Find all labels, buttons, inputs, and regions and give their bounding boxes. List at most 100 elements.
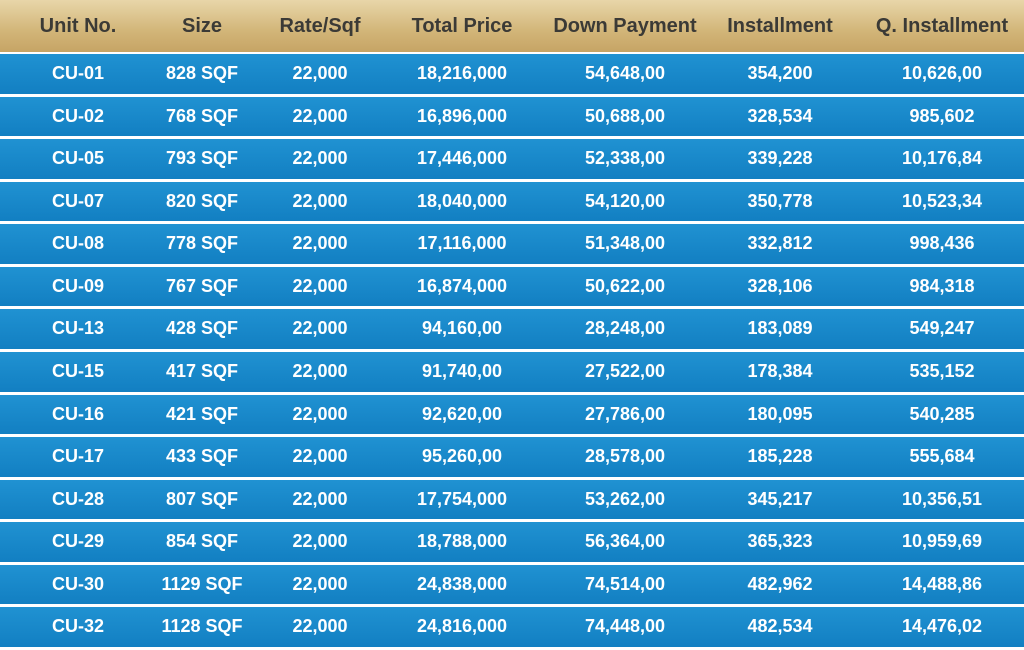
- table-cell: 22,000: [292, 531, 348, 552]
- table-cell: 74,514,00: [584, 573, 666, 594]
- table-cell: 22,000: [292, 63, 348, 83]
- table-cell: CU-01: [51, 63, 104, 83]
- table-cell: 92,620,00: [421, 403, 503, 424]
- table-cell: CU-28: [51, 488, 104, 509]
- table-cell: 94,160,00: [421, 318, 503, 339]
- table-cell: 27,522,00: [584, 361, 666, 381]
- table-row: CU-07 820 SQF 22,000 18,040,000 54,120,00 350…: [0, 181, 1024, 222]
- table-cell: 350,778: [747, 190, 813, 211]
- table-cell: 482,962: [747, 573, 813, 594]
- table-row: CU-16 421 SQF 22,000 92,620,00 27,786,00 180,…: [0, 394, 1024, 435]
- table-cell: 10,959,69: [901, 531, 983, 552]
- table-cell: CU-29: [51, 531, 104, 552]
- table-cell: 549,247: [909, 318, 975, 339]
- header-cell: Down Payment: [553, 15, 697, 37]
- table-cell: 345,217: [747, 488, 813, 509]
- table-cell: 328,106: [747, 275, 813, 296]
- table-cell: 1129 SQF: [161, 573, 243, 594]
- table-row: CU-09 767 SQF 22,000 16,874,000 50,622,00 328…: [0, 266, 1024, 307]
- table-cell: 180,095: [747, 403, 813, 424]
- table-cell: 18,040,000: [416, 190, 508, 211]
- table-cell: CU-09: [51, 275, 104, 296]
- table-cell: CU-07: [51, 190, 104, 211]
- table-cell: 328,534: [747, 105, 813, 126]
- table-row: CU-08 778 SQF 22,000 17,116,000 51,348,00 332…: [0, 224, 1024, 264]
- table-cell: 10,626,00: [901, 63, 983, 83]
- table-cell: 778 SQF: [165, 233, 239, 254]
- table-cell: CU-30: [51, 573, 104, 594]
- table-cell: 95,260,00: [421, 446, 503, 467]
- header-cell: Unit No.: [39, 15, 117, 37]
- table-cell: 53,262,00: [584, 488, 666, 509]
- table-cell: 421 SQF: [165, 403, 239, 424]
- table-cell: CU-13: [51, 318, 104, 339]
- table-cell: 354,200: [747, 63, 813, 83]
- header-cell: Size: [181, 15, 223, 37]
- header-cell: Installment: [727, 15, 833, 37]
- table-cell: 91,740,00: [421, 361, 503, 381]
- table-cell: 74,448,00: [584, 616, 666, 637]
- header-cell: Q. Installment: [875, 15, 1009, 37]
- table-cell: 28,578,00: [584, 446, 666, 467]
- table-cell: 50,688,00: [584, 105, 666, 126]
- table-cell: 339,228: [747, 148, 813, 169]
- table-cell: 985,602: [909, 105, 975, 126]
- table-cell: 10,356,51: [901, 488, 983, 509]
- table-cell: 22,000: [292, 275, 348, 296]
- table-cell: 998,436: [909, 233, 975, 254]
- table-cell: 18,788,000: [416, 531, 508, 552]
- table-cell: CU-16: [51, 403, 104, 424]
- header-row: Unit No. Size Rate/Sqf Total Price Down Paym…: [0, 0, 1024, 52]
- table-cell: 17,116,000: [417, 233, 507, 254]
- table-cell: 22,000: [292, 488, 348, 509]
- table-cell: 332,812: [747, 233, 813, 254]
- table-cell: 183,089: [747, 318, 813, 339]
- table-cell: 17,754,000: [416, 488, 508, 509]
- table-cell: 22,000: [292, 190, 348, 211]
- table-cell: 1128 SQF: [161, 616, 243, 637]
- table-cell: 178,384: [747, 361, 813, 381]
- table-cell: 767 SQF: [165, 275, 239, 296]
- table-cell: CU-02: [51, 105, 104, 126]
- table-cell: 17,446,000: [416, 148, 508, 169]
- table-cell: 22,000: [292, 361, 348, 381]
- table-cell: 984,318: [909, 275, 975, 296]
- table-cell: 54,120,00: [584, 190, 666, 211]
- table-cell: 22,000: [292, 233, 348, 254]
- table-cell: 52,338,00: [584, 148, 666, 169]
- table-row: CU-17 433 SQF 22,000 95,260,00 28,578,00 185,…: [0, 437, 1024, 477]
- table-row: CU-15 417 SQF 22,000 91,740,00 27,522,00 178,…: [0, 352, 1024, 392]
- table-cell: 14,488,86: [901, 573, 983, 594]
- table-cell: 22,000: [292, 573, 348, 594]
- table-cell: 854 SQF: [165, 531, 239, 552]
- table-cell: 185,228: [747, 446, 813, 467]
- table-cell: 22,000: [292, 616, 348, 637]
- table-cell: 365,323: [747, 531, 813, 552]
- table-cell: 433 SQF: [165, 446, 239, 467]
- table-row: CU-32 1128 SQF 22,000 24,816,000 74,448,00 48…: [0, 607, 1024, 647]
- table-cell: 828 SQF: [165, 63, 239, 83]
- table-cell: 56,364,00: [584, 531, 666, 552]
- table-cell: 417 SQF: [165, 361, 239, 381]
- table-cell: 16,874,000: [416, 275, 508, 296]
- table-cell: CU-32: [51, 616, 104, 637]
- table-cell: CU-05: [51, 148, 104, 169]
- table-cell: 10,523,34: [901, 190, 983, 211]
- table-row: CU-29 854 SQF 22,000 18,788,000 56,364,00 365…: [0, 522, 1024, 562]
- table-cell: 540,285: [909, 403, 975, 424]
- table-row: CU-01 828 SQF 22,000 18,216,000 54,648,00 354…: [0, 54, 1024, 94]
- table-cell: 28,248,00: [584, 318, 666, 339]
- table-cell: 820 SQF: [165, 190, 239, 211]
- table-cell: 22,000: [292, 318, 348, 339]
- table-cell: 16,896,000: [416, 105, 508, 126]
- table-row: CU-05 793 SQF 22,000 17,446,000 52,338,00 339…: [0, 139, 1024, 179]
- table-cell: 14,476,02: [901, 616, 983, 637]
- table-cell: 10,176,84: [901, 148, 983, 169]
- table-cell: 22,000: [292, 105, 348, 126]
- table-cell: 24,816,000: [416, 616, 508, 637]
- table-row: CU-02 768 SQF 22,000 16,896,000 50,688,00 328…: [0, 96, 1024, 137]
- table-cell: 18,216,000: [416, 63, 508, 83]
- header-cell: Rate/Sqf: [279, 15, 361, 37]
- table-cell: 54,648,00: [584, 63, 666, 83]
